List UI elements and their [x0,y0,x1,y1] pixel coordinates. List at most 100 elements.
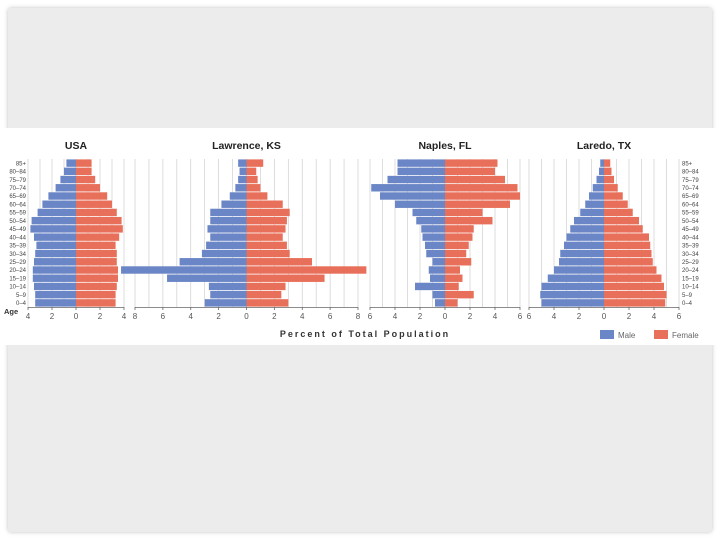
age-label: 75–79 [682,178,699,184]
female-bar-0–4 [76,299,116,307]
male-bar-40–44 [34,233,76,241]
tick-label: 6 [677,312,682,321]
female-bar-5–9 [445,290,474,299]
male-bar-55–59 [412,208,445,217]
female-bar-50–54 [76,216,122,225]
female-bar-25–29 [76,258,117,266]
age-label: 50–54 [9,219,26,225]
female-bar-0–4 [604,299,666,307]
female-bar-80–84 [76,167,92,176]
male-bar-15–19 [430,274,445,282]
age-label: 60–64 [9,202,26,208]
age-label: 85+ [16,161,27,167]
legend-female-swatch [654,330,668,339]
male-bar-20–24 [32,266,76,274]
male-bar-5–9 [540,290,604,299]
female-bar-25–29 [246,258,313,266]
age-label: 15–19 [682,276,699,282]
tick-label: 4 [122,312,127,321]
age-label: 25–29 [682,260,699,266]
female-bar-85+ [246,159,264,167]
male-bar-0–4 [435,299,445,307]
male-bar-25–29 [432,258,445,266]
age-label: 0–4 [16,301,27,307]
female-bar-40–44 [246,233,283,241]
female-bar-10–14 [246,282,286,291]
female-bar-30–34 [445,249,467,258]
male-bar-35–39 [564,241,604,250]
female-bar-50–54 [246,216,287,225]
female-bar-45–49 [445,225,474,233]
age-label: 15–19 [9,276,26,282]
female-bar-70–74 [445,184,518,192]
female-bar-10–14 [604,282,664,291]
female-bar-55–59 [246,208,290,217]
tick-label: 4 [552,312,557,321]
tick-label: 4 [26,312,31,321]
female-bar-30–34 [76,249,117,258]
age-label: 10–14 [682,285,699,291]
female-bar-20–24 [246,266,367,274]
tick-label: 2 [50,312,55,321]
age-label: 35–39 [682,244,699,250]
male-bar-50–54 [416,216,445,225]
male-bar-35–39 [36,241,76,250]
female-bar-20–24 [76,266,118,274]
y-axis-label: Age [4,307,18,316]
female-bar-15–19 [246,274,325,282]
tick-label: 0 [74,312,79,321]
age-label: 35–39 [9,244,26,250]
female-bar-35–39 [76,241,116,250]
male-bar-80–84 [397,167,445,176]
female-bar-0–4 [246,299,289,307]
male-bar-50–54 [574,216,604,225]
female-bar-25–29 [445,258,472,266]
male-bar-70–74 [55,184,76,192]
male-bar-40–44 [422,233,445,241]
male-bar-10–14 [34,282,76,291]
male-bar-35–39 [206,241,247,250]
tick-label: 4 [189,312,194,321]
tick-label: 8 [356,312,361,321]
age-label: 0–4 [682,301,693,307]
male-bar-30–34 [560,249,604,258]
female-bar-55–59 [604,208,633,217]
male-bar-15–19 [547,274,604,282]
age-label: 70–74 [9,186,26,192]
male-bar-45–49 [207,225,247,233]
male-bar-55–59 [37,208,76,217]
age-label: 30–34 [682,252,699,258]
tick-label: 4 [652,312,657,321]
male-bar-75–79 [238,175,247,184]
female-bar-35–39 [246,241,287,250]
female-bar-5–9 [76,290,116,299]
tick-label: 2 [216,312,221,321]
male-bar-75–79 [60,175,76,184]
age-label: 40–44 [682,235,699,241]
age-label: 5–9 [16,293,27,299]
female-bar-45–49 [246,225,286,233]
female-bar-80–84 [604,167,612,176]
female-bar-75–79 [445,175,505,184]
x-axis-label: Percent of Total Population [280,329,450,339]
male-bar-65–69 [380,192,445,200]
pyramid-panel-3: Naples, FL 6 4 2 0 2 4 6 [368,140,523,321]
age-label: 55–59 [9,211,26,217]
tick-label: 4 [393,312,398,321]
female-bar-5–9 [604,290,667,299]
female-bar-70–74 [246,184,261,192]
tick-label: 6 [368,312,373,321]
female-bar-35–39 [604,241,651,250]
age-label: 55–59 [682,211,699,217]
female-bar-65–69 [445,192,520,200]
male-bar-5–9 [432,290,445,299]
male-bar-0–4 [35,299,76,307]
female-bar-75–79 [604,175,614,184]
legend: Male Female [600,330,699,340]
tick-label: 6 [527,312,532,321]
age-label: 80–84 [682,170,699,176]
female-bar-75–79 [246,175,258,184]
male-bar-60–64 [221,200,247,208]
age-label: 10–14 [9,285,26,291]
male-bar-35–39 [425,241,445,250]
